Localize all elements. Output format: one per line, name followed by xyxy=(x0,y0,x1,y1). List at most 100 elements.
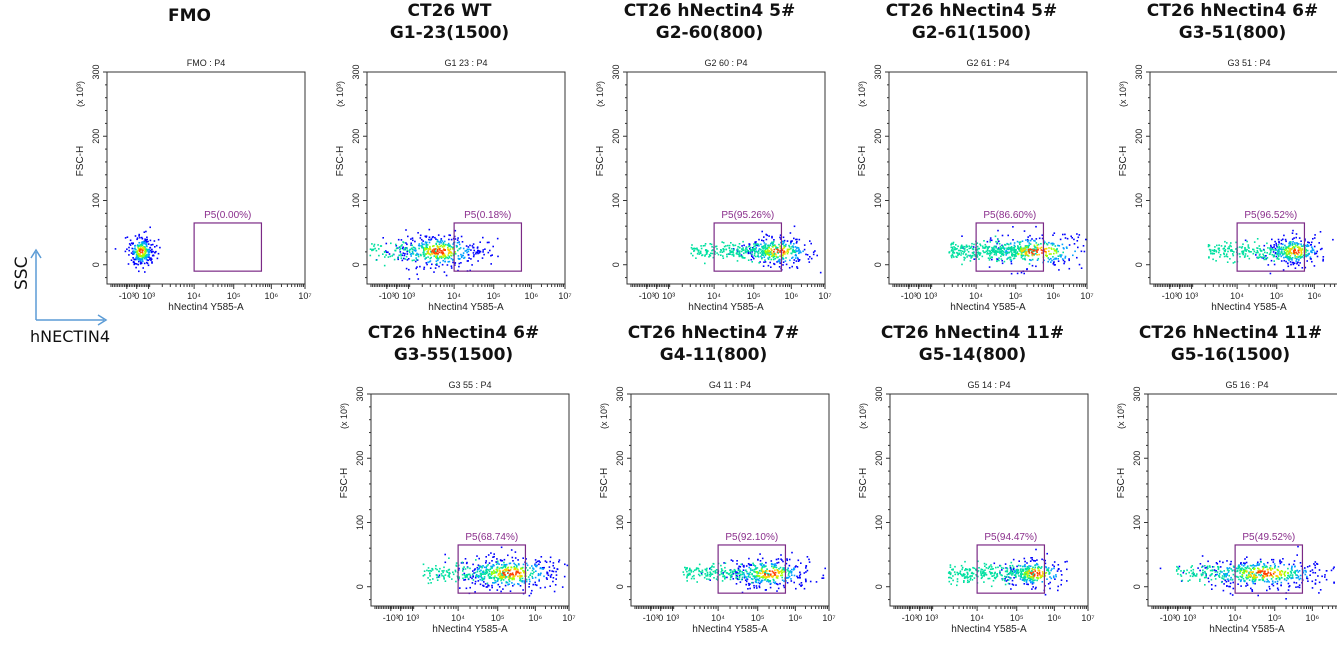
scatter-point xyxy=(793,574,796,577)
scatter-point xyxy=(1026,240,1029,243)
scatter-point xyxy=(1223,573,1226,576)
x-tick-label: 10⁵ xyxy=(1268,613,1282,623)
scatter-point xyxy=(967,251,970,253)
scatter-point xyxy=(1312,238,1314,240)
plot-frame xyxy=(630,393,830,607)
scatter-point xyxy=(991,247,994,250)
scatter-point xyxy=(1031,264,1034,267)
scatter-point xyxy=(1277,254,1279,256)
scatter-point xyxy=(143,240,145,243)
scatter-point xyxy=(1314,234,1316,236)
scatter-point xyxy=(790,578,792,580)
scatter-point xyxy=(514,551,517,553)
scatter-point xyxy=(762,240,765,242)
scatter-point xyxy=(709,255,711,257)
scatter-point xyxy=(1248,247,1250,249)
scatter-point xyxy=(1002,247,1004,250)
scatter-point xyxy=(781,248,783,250)
scatter-point xyxy=(781,571,784,574)
gate-p5[interactable] xyxy=(713,222,783,272)
scatter-point xyxy=(1272,584,1275,587)
gate-p5[interactable] xyxy=(457,544,527,594)
scatter-point xyxy=(997,248,999,251)
gate-p5[interactable] xyxy=(975,222,1045,272)
scatter-point xyxy=(519,585,522,587)
scatter-point xyxy=(768,256,771,259)
scatter-point xyxy=(1021,251,1023,253)
gate-p5[interactable] xyxy=(193,222,263,272)
scatter-point xyxy=(955,244,957,246)
scatter-point xyxy=(749,571,752,574)
scatter-point xyxy=(469,269,471,272)
scatter-point xyxy=(496,589,499,591)
scatter-point xyxy=(758,245,760,247)
scatter-point xyxy=(513,568,515,571)
gate-p5[interactable] xyxy=(717,544,787,594)
scatter-point xyxy=(400,239,403,241)
scatter-point xyxy=(480,573,483,575)
scatter-point xyxy=(1078,234,1081,236)
scatter-point xyxy=(402,247,404,250)
scatter-point xyxy=(761,251,763,253)
scatter-point xyxy=(1275,252,1278,254)
scatter-point xyxy=(1313,237,1316,239)
scatter-point xyxy=(1263,255,1265,257)
scatter-point xyxy=(1244,253,1247,255)
scatter-point xyxy=(976,242,979,244)
scatter-point xyxy=(1247,244,1250,246)
scatter-point xyxy=(730,251,733,253)
scatter-point xyxy=(748,566,750,569)
scatter-point xyxy=(1030,581,1032,584)
scatter-point xyxy=(521,567,524,570)
scatter-point xyxy=(521,577,524,580)
scatter-point xyxy=(493,553,495,555)
scatter-point xyxy=(808,561,811,563)
scatter-point xyxy=(486,582,489,585)
scatter-point xyxy=(473,249,475,252)
y-multiplier-label: (x 10³) xyxy=(1116,403,1126,429)
scatter-point xyxy=(754,250,756,253)
scatter-point xyxy=(727,573,730,575)
scatter-point xyxy=(782,252,785,255)
scatter-point xyxy=(1219,254,1222,256)
scatter-point xyxy=(556,568,559,570)
plot-panel: CT26 hNectin4 11# G5-16(1500) G5 16 : P4 0… xyxy=(1108,322,1337,635)
scatter-point xyxy=(736,563,738,565)
scatter-point xyxy=(410,242,412,245)
scatter-point xyxy=(1044,559,1046,562)
gate-p5[interactable] xyxy=(1236,222,1306,272)
scatter-point xyxy=(1270,250,1272,252)
scatter-point xyxy=(795,260,798,262)
scatter-point xyxy=(1011,253,1014,256)
scatter-point xyxy=(783,246,786,249)
scatter-point xyxy=(138,270,140,273)
scatter-point xyxy=(756,251,759,253)
scatter-point xyxy=(1277,238,1280,241)
scatter-point xyxy=(969,575,971,578)
scatter-point xyxy=(129,239,132,242)
scatter-point xyxy=(1031,254,1034,257)
scatter-point xyxy=(436,240,439,243)
scatter-point xyxy=(447,249,450,252)
gate-p5[interactable] xyxy=(453,222,523,272)
scatter-point xyxy=(1201,555,1204,557)
scatter-point xyxy=(1332,238,1334,241)
gate-p5[interactable] xyxy=(976,544,1046,594)
scatter-point xyxy=(1020,254,1023,257)
scatter-point xyxy=(488,570,491,573)
scatter-point xyxy=(763,247,765,250)
scatter-point xyxy=(486,241,489,244)
scatter-point xyxy=(790,572,793,574)
scatter-point xyxy=(989,253,991,255)
scatter-point xyxy=(759,261,761,263)
scatter-point xyxy=(506,567,509,569)
scatter-point xyxy=(128,254,130,256)
scatter-point xyxy=(796,267,799,269)
scatter-point xyxy=(990,256,993,258)
scatter-point xyxy=(1033,250,1035,252)
scatter-point xyxy=(1224,579,1226,582)
scatter-point xyxy=(1300,250,1303,253)
scatter-point xyxy=(1178,565,1181,568)
scatter-point xyxy=(780,558,782,560)
